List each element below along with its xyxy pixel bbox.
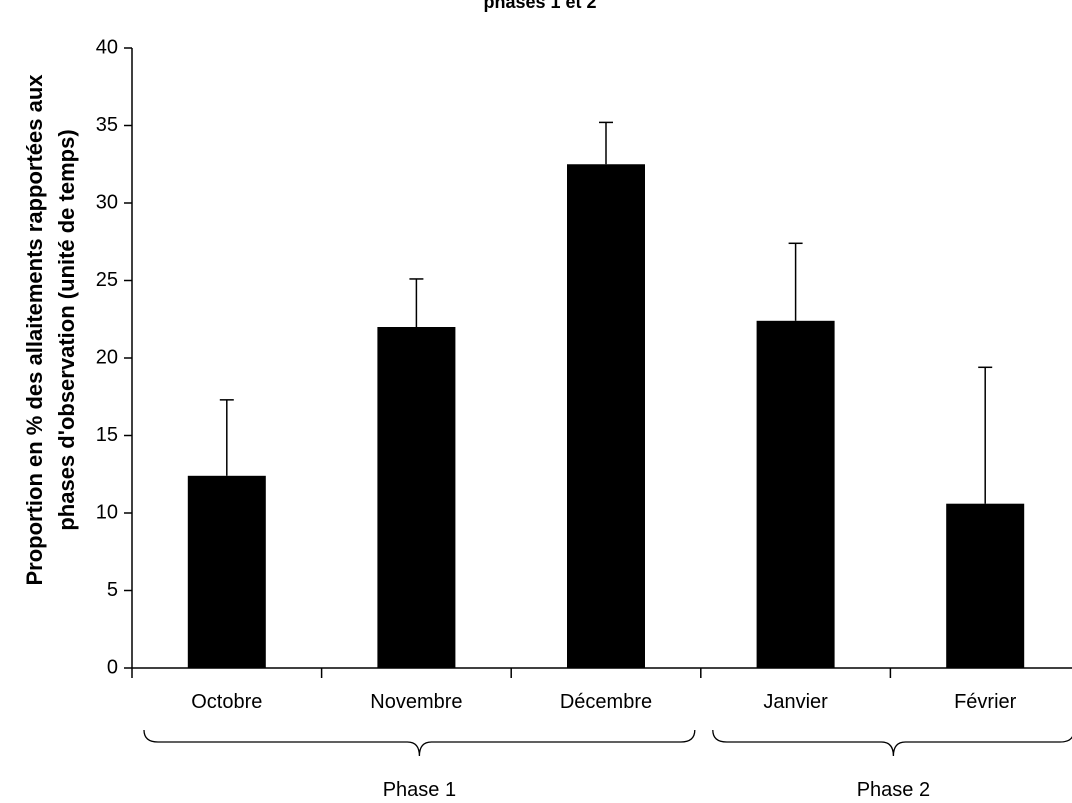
y-tick-label: 15 [96,424,118,446]
y-axis-label-line-2: phases d'observation (unité de temps) [54,129,79,530]
phase-groups: Phase 1 Phase 2 [143,729,1072,801]
y-tick-label: 40 [96,36,118,58]
y-axis-label-line-1: Proportion en % des allaitements rapport… [22,74,47,586]
bar-octobre [187,475,266,668]
y-tick-label: 25 [96,269,118,291]
y-tick-label: 20 [96,346,118,368]
category-label: Janvier [763,691,828,713]
y-tick-label: 30 [96,191,118,213]
y-tick-label: 35 [96,114,118,136]
category-label: Février [954,691,1017,713]
group-label: Phase 2 [857,779,930,801]
chart-title: phases 1 et 2 [483,0,596,12]
bar-janvier [756,320,835,668]
y-tick-label: 5 [107,579,118,601]
category-labels: Octobre Novembre Décembre Janvier Février [191,691,1016,713]
category-label: Décembre [560,691,652,713]
bar-novembre [377,327,456,668]
y-tick-label: 10 [96,501,118,523]
group-label: Phase 1 [383,779,456,801]
bar-décembre [567,164,645,668]
y-tick-label: 0 [107,656,118,678]
x-ticks [131,668,892,678]
y-axis-label: Proportion en % des allaitements rapport… [22,74,79,586]
group-brace [712,729,1072,757]
error-bars [219,121,993,504]
group-brace [143,729,696,757]
bars [187,164,1025,668]
category-label: Novembre [370,691,462,713]
bar-février [946,503,1025,668]
y-ticks: 0 5 10 15 20 25 30 35 40 [96,36,132,678]
category-label: Octobre [191,691,262,713]
